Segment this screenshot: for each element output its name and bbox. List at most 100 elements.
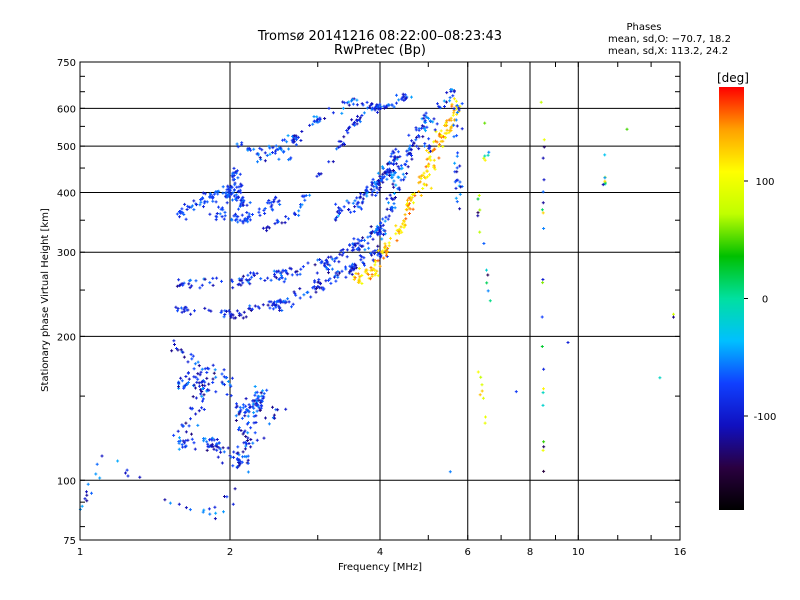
data-point xyxy=(455,134,459,138)
data-point xyxy=(232,166,236,170)
data-point xyxy=(193,362,197,366)
data-point xyxy=(190,357,194,361)
data-point xyxy=(202,408,206,411)
data-point xyxy=(410,154,413,157)
data-point xyxy=(365,100,369,104)
data-point xyxy=(360,274,364,277)
data-point xyxy=(284,215,288,219)
data-point xyxy=(215,445,219,449)
data-point xyxy=(252,272,256,276)
data-point xyxy=(540,315,544,319)
data-point xyxy=(282,280,286,284)
data-point xyxy=(395,228,399,232)
data-point xyxy=(262,395,266,399)
data-point xyxy=(380,237,384,241)
data-point xyxy=(429,158,433,162)
data-point xyxy=(213,505,217,509)
data-point xyxy=(243,414,247,418)
data-point xyxy=(225,495,229,499)
data-point xyxy=(125,468,129,472)
colorbar-tick-label: -100 xyxy=(754,412,777,423)
data-point xyxy=(234,218,237,222)
data-point xyxy=(184,305,188,309)
data-point xyxy=(448,99,452,103)
data-point xyxy=(371,250,375,254)
data-point xyxy=(365,185,369,189)
data-point xyxy=(211,436,215,440)
data-point xyxy=(280,221,284,225)
data-point xyxy=(361,244,365,248)
data-point xyxy=(342,251,345,255)
data-point xyxy=(407,196,411,200)
data-point xyxy=(324,279,328,283)
data-point xyxy=(190,432,193,436)
data-point xyxy=(274,195,277,199)
data-point xyxy=(406,203,410,207)
data-point xyxy=(484,415,487,419)
data-point xyxy=(251,213,254,216)
data-point xyxy=(323,263,327,267)
data-point xyxy=(458,164,462,168)
data-point xyxy=(339,249,343,253)
data-point xyxy=(391,169,395,173)
data-point xyxy=(377,182,381,186)
data-point xyxy=(330,267,334,271)
data-point xyxy=(337,208,341,212)
data-point xyxy=(236,445,240,449)
data-point xyxy=(445,119,449,123)
data-point xyxy=(374,194,378,197)
data-point xyxy=(514,390,518,394)
data-point xyxy=(381,217,385,221)
data-point xyxy=(359,258,363,262)
data-point xyxy=(178,210,181,213)
data-point xyxy=(370,190,374,194)
data-point xyxy=(203,277,207,281)
data-point xyxy=(252,411,256,415)
data-point xyxy=(277,157,281,161)
data-point xyxy=(476,211,480,215)
data-point xyxy=(221,446,225,450)
data-point xyxy=(217,189,221,193)
data-point xyxy=(340,111,344,115)
data-point xyxy=(248,282,252,286)
data-point xyxy=(393,171,397,175)
data-point xyxy=(293,136,297,140)
data-point xyxy=(184,430,188,434)
data-point xyxy=(186,371,190,375)
data-point xyxy=(231,464,235,468)
data-point xyxy=(231,286,235,290)
data-point xyxy=(278,298,282,302)
data-point xyxy=(428,119,432,123)
data-point xyxy=(192,199,196,203)
data-point xyxy=(360,207,363,211)
data-point xyxy=(222,375,226,379)
data-point xyxy=(486,289,490,293)
data-point xyxy=(177,385,180,389)
data-point xyxy=(176,348,180,352)
data-point xyxy=(244,444,248,448)
data-point xyxy=(352,237,356,241)
data-point xyxy=(201,383,204,387)
data-point xyxy=(360,201,364,205)
data-point xyxy=(460,127,464,131)
data-point xyxy=(211,377,215,381)
x-axis-label: Frequency [MHz] xyxy=(338,562,422,573)
data-point xyxy=(401,222,405,226)
data-point xyxy=(365,268,369,272)
data-point xyxy=(394,224,398,228)
data-point xyxy=(373,180,376,184)
data-point xyxy=(95,462,99,466)
data-point xyxy=(175,284,179,288)
data-point xyxy=(185,382,189,386)
data-point xyxy=(280,148,283,152)
data-point xyxy=(180,379,184,383)
data-point xyxy=(302,195,306,199)
data-point xyxy=(211,199,215,203)
data-point xyxy=(408,144,412,148)
data-point xyxy=(488,299,492,303)
data-point xyxy=(452,135,456,139)
data-point xyxy=(239,198,243,202)
data-point xyxy=(202,393,206,397)
data-point xyxy=(263,159,267,163)
data-point xyxy=(279,146,283,150)
